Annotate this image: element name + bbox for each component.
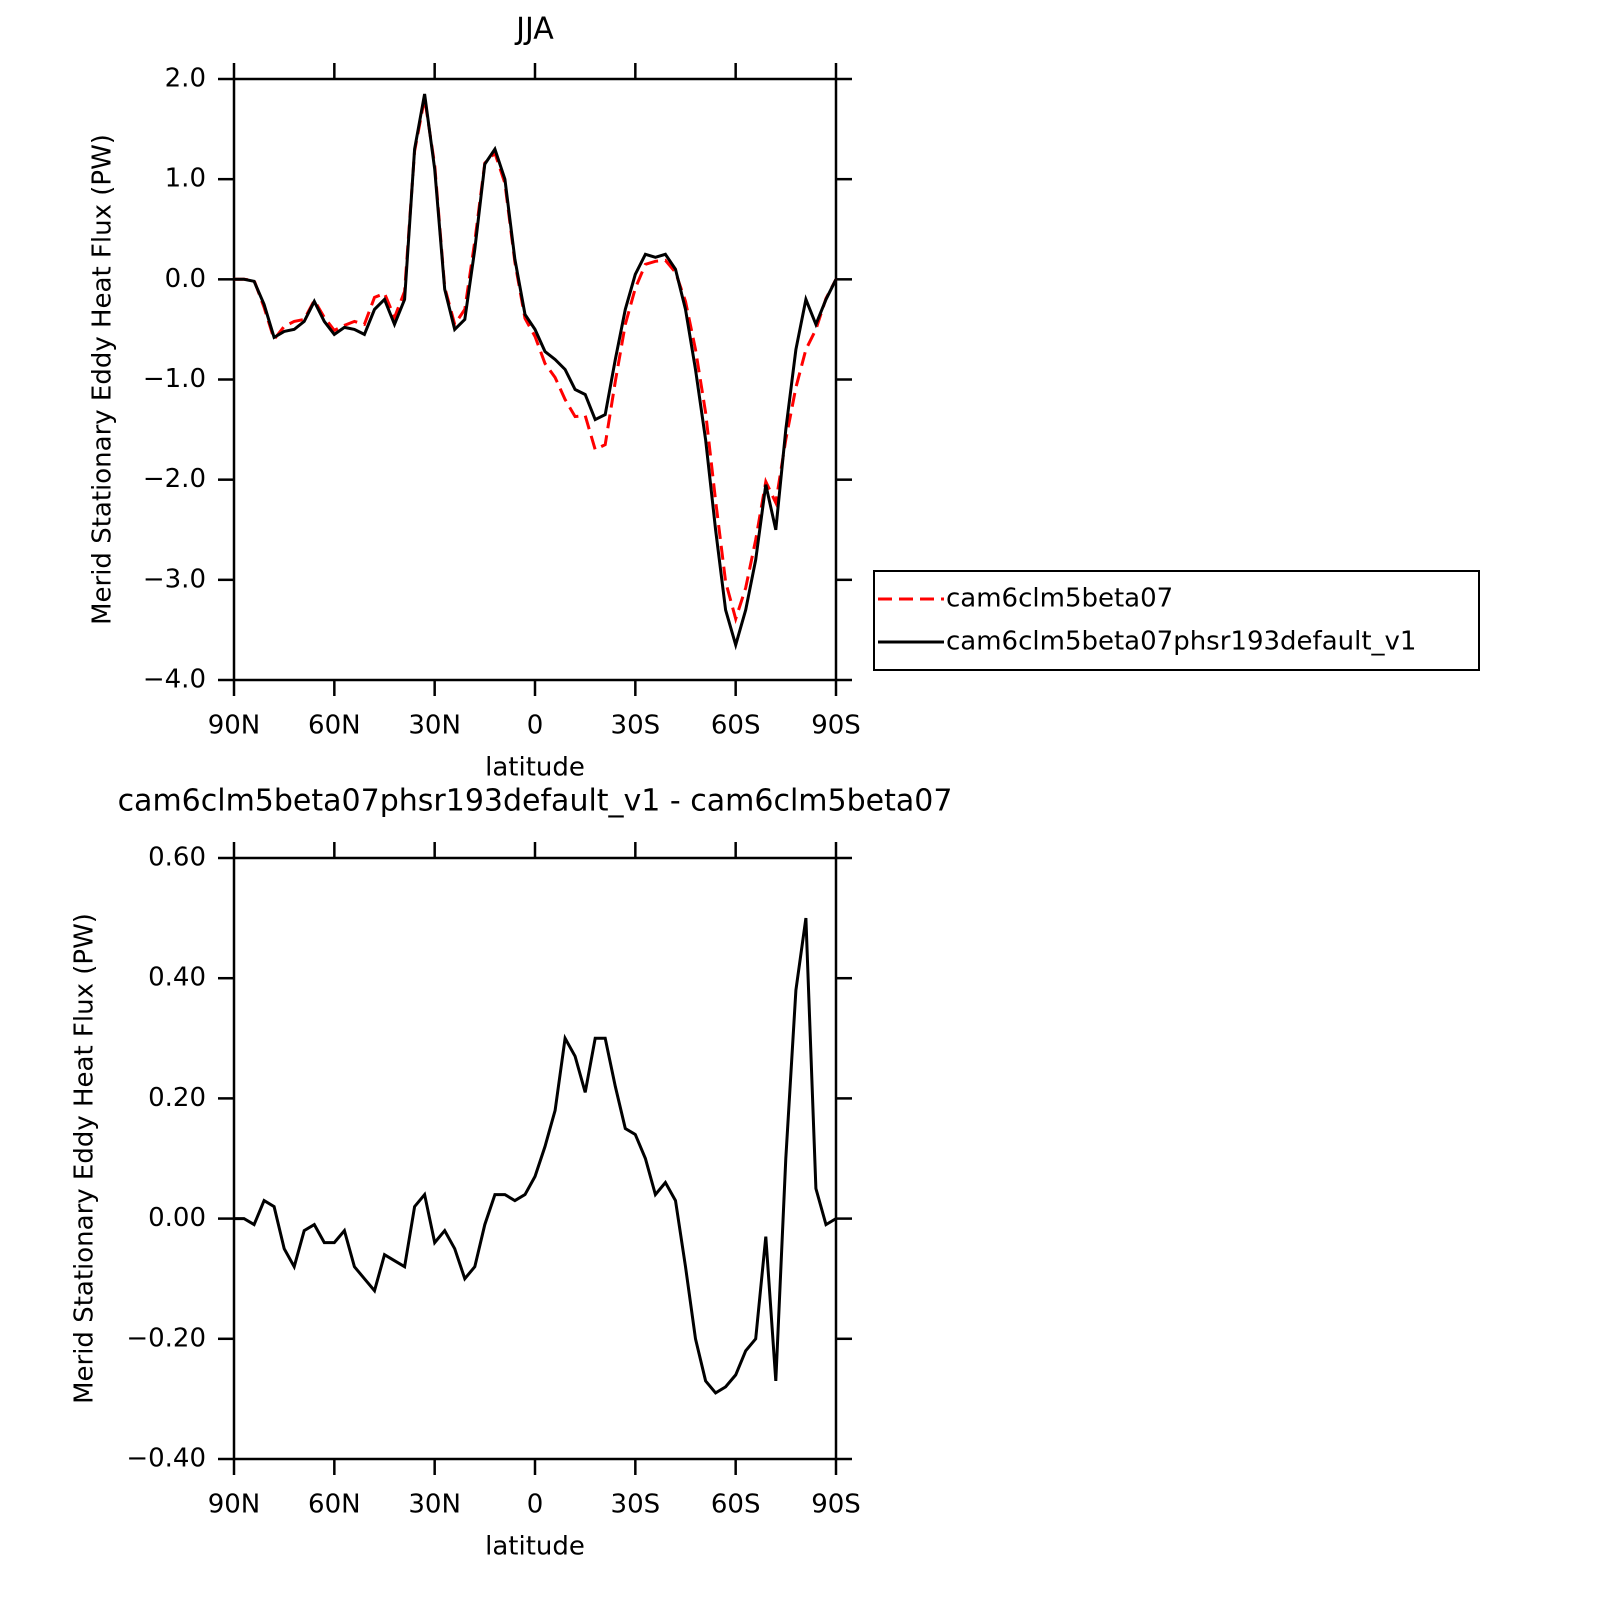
series-line	[234, 917, 837, 1395]
chart-title: cam6clm5beta07phsr193default_v1 - cam6cl…	[118, 784, 953, 819]
x-tick-label: 90S	[811, 1490, 861, 1520]
y-tick-label: −0.20	[126, 1323, 206, 1353]
x-tick-label: 30S	[611, 711, 661, 741]
series-line	[234, 97, 838, 625]
y-tick-label: −0.40	[126, 1444, 206, 1474]
x-tick-label: 30N	[408, 1490, 461, 1520]
x-tick-label: 60N	[308, 711, 361, 741]
x-tick-label: 90N	[208, 1490, 261, 1520]
y-tick-label: −3.0	[143, 564, 206, 594]
chart-title: JJA	[514, 12, 554, 47]
x-tick-label: 0	[527, 711, 544, 741]
y-tick-label: 0.00	[148, 1203, 206, 1233]
x-tick-label: 30N	[408, 711, 461, 741]
x-axis-label: latitude	[485, 753, 585, 783]
y-tick-label: −2.0	[143, 464, 206, 494]
plot-frame	[232, 856, 838, 1461]
x-tick-label: 60N	[308, 1490, 361, 1520]
x-tick-label: 60S	[711, 1490, 761, 1520]
y-tick-label: 0.40	[148, 963, 206, 993]
x-tick-label: 30S	[611, 1490, 661, 1520]
y-tick-label: 0.60	[148, 843, 206, 873]
y-axis-label: Merid Stationary Eddy Heat Flux (PW)	[70, 913, 100, 1404]
y-axis-label: Merid Stationary Eddy Heat Flux (PW)	[88, 134, 118, 625]
y-tick-label: 1.0	[165, 164, 206, 194]
legend-box	[873, 570, 1480, 671]
x-tick-label: 0	[527, 1490, 544, 1520]
x-tick-label: 90N	[208, 711, 261, 741]
legend-label: cam6clm5beta07phsr193default_v1	[946, 627, 1416, 657]
y-tick-label: 0.20	[148, 1083, 206, 1113]
y-tick-label: 0.0	[165, 264, 206, 294]
y-tick-label: 2.0	[165, 64, 206, 94]
series-line	[234, 93, 838, 651]
x-axis-label: latitude	[485, 1532, 585, 1562]
legend-label: cam6clm5beta07	[946, 584, 1173, 614]
y-tick-label: −1.0	[143, 364, 206, 394]
x-tick-label: 90S	[811, 711, 861, 741]
y-tick-label: −4.0	[143, 665, 206, 695]
x-tick-label: 60S	[711, 711, 761, 741]
